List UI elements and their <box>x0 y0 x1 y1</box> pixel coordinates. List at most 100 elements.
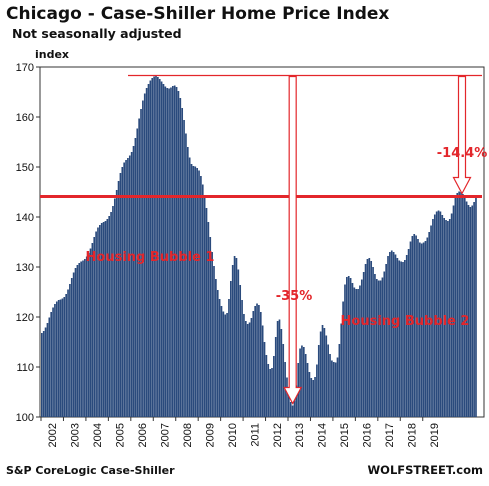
bar <box>293 400 296 417</box>
bar <box>41 333 43 417</box>
x-tick-label: 2019 <box>429 423 441 447</box>
bar <box>134 138 137 417</box>
bar <box>336 357 339 417</box>
bar <box>254 306 256 417</box>
bar <box>329 354 331 417</box>
bar <box>145 88 148 417</box>
bar <box>299 348 301 417</box>
x-tick-label: 2006 <box>137 423 149 447</box>
y-tick-label: 100 <box>16 412 34 424</box>
bar <box>396 258 399 417</box>
x-tick-label: 2013 <box>294 423 306 447</box>
bar <box>115 190 118 417</box>
bar <box>331 360 333 417</box>
bar-series <box>41 76 477 417</box>
bar <box>121 167 124 417</box>
bar <box>185 133 187 417</box>
bar <box>271 368 273 417</box>
bar <box>353 287 356 417</box>
bar <box>85 256 88 417</box>
bar <box>342 301 344 417</box>
bar <box>93 237 96 417</box>
x-tick-label: 2009 <box>204 423 216 447</box>
bar <box>243 314 245 417</box>
bar <box>407 249 410 417</box>
bar <box>50 312 53 417</box>
bar <box>57 300 60 417</box>
bar <box>289 402 292 417</box>
bar <box>186 147 189 417</box>
bar <box>433 214 436 417</box>
bar <box>267 364 270 417</box>
chart-title: Chicago - Case-Shiller Home Price Index <box>6 4 389 24</box>
bar <box>435 211 438 417</box>
bar <box>404 260 406 417</box>
bar <box>379 280 382 417</box>
bar <box>432 219 434 417</box>
bar <box>237 269 240 417</box>
bar <box>286 377 288 417</box>
bar <box>282 344 285 417</box>
bar <box>456 193 459 417</box>
bar <box>216 290 219 417</box>
bar <box>263 342 266 417</box>
bar <box>346 277 348 417</box>
bar <box>411 236 414 417</box>
bar <box>192 166 195 417</box>
bar <box>52 307 54 417</box>
bar <box>78 263 81 417</box>
x-tick-label: 2002 <box>47 423 59 447</box>
bar <box>218 299 221 417</box>
bar <box>392 252 395 417</box>
bar <box>181 108 184 417</box>
x-tick-label: 2007 <box>160 423 172 447</box>
bar <box>400 261 402 417</box>
bar <box>473 202 475 417</box>
bar <box>344 284 346 417</box>
bar <box>389 252 391 417</box>
bar <box>409 241 412 417</box>
bar <box>252 311 255 417</box>
bar <box>84 259 86 417</box>
bar <box>95 231 97 417</box>
bar <box>211 252 213 417</box>
bar <box>48 317 51 417</box>
bar <box>69 284 71 417</box>
bar <box>97 227 99 417</box>
bar <box>117 181 120 417</box>
bar <box>372 267 374 417</box>
bar <box>319 331 322 417</box>
bar <box>445 220 447 417</box>
bar <box>203 195 206 417</box>
bar <box>125 160 127 417</box>
drop-arrow <box>283 75 303 405</box>
bar <box>310 378 313 417</box>
bar <box>405 255 408 417</box>
bar <box>91 243 94 417</box>
bar <box>138 118 140 417</box>
bar <box>106 219 109 417</box>
bar <box>308 372 311 417</box>
bar <box>357 289 359 417</box>
bar <box>390 250 393 417</box>
bar <box>278 319 281 417</box>
bar <box>102 222 105 417</box>
bar <box>454 197 457 417</box>
bar <box>413 234 416 417</box>
bar <box>164 86 167 417</box>
y-unit-label: index <box>35 48 69 61</box>
bar <box>383 271 386 417</box>
y-axis: 100 110 120 130 140 150 160 170 <box>16 62 40 424</box>
bar <box>261 325 264 417</box>
bar <box>123 162 126 417</box>
gap-arrow <box>452 75 472 195</box>
bar <box>110 212 112 417</box>
bar <box>288 393 290 417</box>
bar <box>127 158 129 417</box>
bar <box>469 207 472 417</box>
bar <box>177 91 180 417</box>
bar <box>104 221 107 417</box>
bar <box>258 305 260 417</box>
bar <box>439 211 442 417</box>
